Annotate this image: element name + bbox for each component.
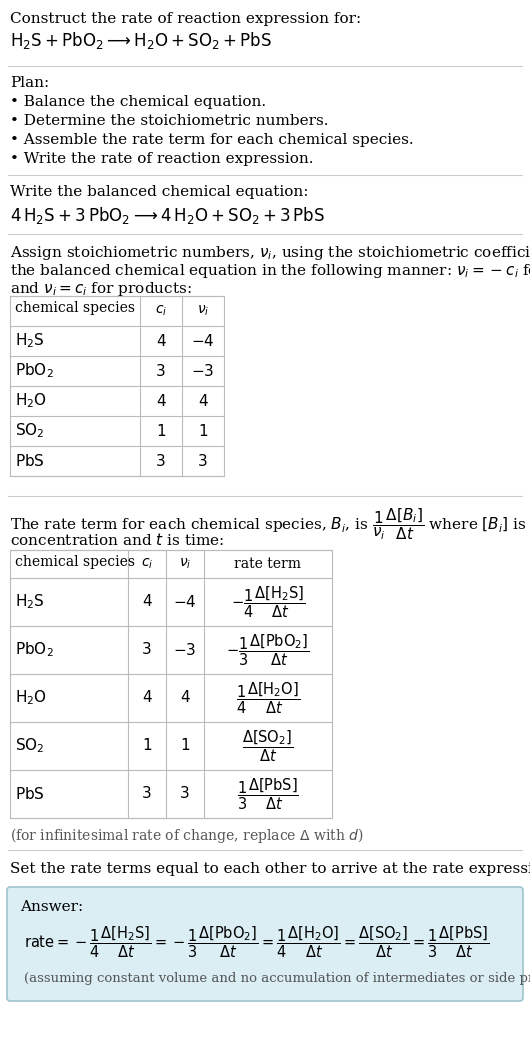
Text: (for infinitesimal rate of change, replace $\Delta$ with $d$): (for infinitesimal rate of change, repla… (10, 826, 364, 845)
Text: 4: 4 (142, 594, 152, 610)
Text: $\mathrm{SO_2}$: $\mathrm{SO_2}$ (15, 736, 45, 755)
Text: $\dfrac{1}{4}\dfrac{\Delta[\mathrm{H_2O}]}{\Delta t}$: $\dfrac{1}{4}\dfrac{\Delta[\mathrm{H_2O}… (236, 680, 300, 715)
Text: Write the balanced chemical equation:: Write the balanced chemical equation: (10, 185, 308, 199)
Text: 3: 3 (142, 787, 152, 801)
Text: $\mathrm{rate} = -\dfrac{1}{4}\dfrac{\Delta[\mathrm{H_2S}]}{\Delta t} = -\dfrac{: $\mathrm{rate} = -\dfrac{1}{4}\dfrac{\De… (24, 924, 489, 959)
Text: Construct the rate of reaction expression for:: Construct the rate of reaction expressio… (10, 12, 361, 26)
Bar (10, 550, 332, 818)
Text: 1: 1 (180, 738, 190, 753)
Text: $-4$: $-4$ (191, 333, 215, 349)
Text: $\mathrm{H_2S}$: $\mathrm{H_2S}$ (15, 593, 45, 611)
Text: (assuming constant volume and no accumulation of intermediates or side products): (assuming constant volume and no accumul… (24, 972, 530, 985)
Bar (10, 296, 224, 476)
Text: Set the rate terms equal to each other to arrive at the rate expression:: Set the rate terms equal to each other t… (10, 862, 530, 876)
Text: concentration and $t$ is time:: concentration and $t$ is time: (10, 532, 224, 548)
Text: 4: 4 (180, 690, 190, 705)
Text: 4: 4 (156, 334, 166, 348)
Text: The rate term for each chemical species, $B_i$, is $\dfrac{1}{\nu_i}\dfrac{\Delt: The rate term for each chemical species,… (10, 506, 530, 542)
Text: $\mathrm{PbS}$: $\mathrm{PbS}$ (15, 786, 45, 802)
Text: $-\dfrac{1}{4}\dfrac{\Delta[\mathrm{H_2S}]}{\Delta t}$: $-\dfrac{1}{4}\dfrac{\Delta[\mathrm{H_2S… (231, 585, 305, 620)
Text: • Write the rate of reaction expression.: • Write the rate of reaction expression. (10, 152, 314, 166)
Text: 3: 3 (156, 454, 166, 469)
Text: $\mathrm{H_2O}$: $\mathrm{H_2O}$ (15, 391, 47, 410)
Text: 1: 1 (156, 424, 166, 438)
Text: $\mathrm{4\,H_2S + 3\,PbO_2 \longrightarrow 4\,H_2O + SO_2 + 3\,PbS}$: $\mathrm{4\,H_2S + 3\,PbO_2 \longrightar… (10, 205, 325, 226)
Text: 4: 4 (142, 690, 152, 705)
Text: $\nu_i$: $\nu_i$ (179, 556, 191, 571)
Text: $c_i$: $c_i$ (141, 556, 153, 571)
Text: 4: 4 (198, 393, 208, 409)
Text: • Balance the chemical equation.: • Balance the chemical equation. (10, 95, 266, 109)
Text: $-3$: $-3$ (191, 363, 215, 379)
Text: 3: 3 (180, 787, 190, 801)
Text: $-4$: $-4$ (173, 594, 197, 610)
Text: $-3$: $-3$ (173, 642, 197, 658)
Text: $\mathrm{H_2S + PbO_2 \longrightarrow H_2O + SO_2 + PbS}$: $\mathrm{H_2S + PbO_2 \longrightarrow H_… (10, 30, 272, 51)
Text: 1: 1 (198, 424, 208, 438)
FancyBboxPatch shape (7, 887, 523, 1001)
Text: $\mathrm{PbO_2}$: $\mathrm{PbO_2}$ (15, 640, 54, 659)
Text: Plan:: Plan: (10, 76, 49, 90)
Text: $\dfrac{\Delta[\mathrm{SO_2}]}{\Delta t}$: $\dfrac{\Delta[\mathrm{SO_2}]}{\Delta t}… (242, 728, 294, 764)
Text: Assign stoichiometric numbers, $\nu_i$, using the stoichiometric coefficients, $: Assign stoichiometric numbers, $\nu_i$, … (10, 244, 530, 262)
Text: $\nu_i$: $\nu_i$ (197, 303, 209, 318)
Text: the balanced chemical equation in the following manner: $\nu_i = -c_i$ for react: the balanced chemical equation in the fo… (10, 262, 530, 280)
Text: • Assemble the rate term for each chemical species.: • Assemble the rate term for each chemic… (10, 133, 413, 147)
Text: rate term: rate term (234, 558, 302, 571)
Text: 4: 4 (156, 393, 166, 409)
Text: 3: 3 (198, 454, 208, 469)
Text: chemical species: chemical species (15, 555, 135, 569)
Text: $\mathrm{SO_2}$: $\mathrm{SO_2}$ (15, 422, 45, 440)
Text: and $\nu_i = c_i$ for products:: and $\nu_i = c_i$ for products: (10, 280, 192, 298)
Text: Answer:: Answer: (20, 900, 83, 914)
Text: $\mathrm{PbS}$: $\mathrm{PbS}$ (15, 453, 45, 469)
Text: chemical species: chemical species (15, 301, 135, 315)
Text: $\mathrm{PbO_2}$: $\mathrm{PbO_2}$ (15, 362, 54, 381)
Text: $c_i$: $c_i$ (155, 303, 167, 318)
Text: $-\dfrac{1}{3}\dfrac{\Delta[\mathrm{PbO_2}]}{\Delta t}$: $-\dfrac{1}{3}\dfrac{\Delta[\mathrm{PbO_… (226, 632, 310, 667)
Text: 3: 3 (142, 642, 152, 658)
Text: • Determine the stoichiometric numbers.: • Determine the stoichiometric numbers. (10, 114, 329, 128)
Text: 3: 3 (156, 364, 166, 379)
Text: $\mathrm{H_2S}$: $\mathrm{H_2S}$ (15, 332, 45, 350)
Text: $\dfrac{1}{3}\dfrac{\Delta[\mathrm{PbS}]}{\Delta t}$: $\dfrac{1}{3}\dfrac{\Delta[\mathrm{PbS}]… (237, 776, 299, 812)
Text: 1: 1 (142, 738, 152, 753)
Text: $\mathrm{H_2O}$: $\mathrm{H_2O}$ (15, 688, 47, 707)
